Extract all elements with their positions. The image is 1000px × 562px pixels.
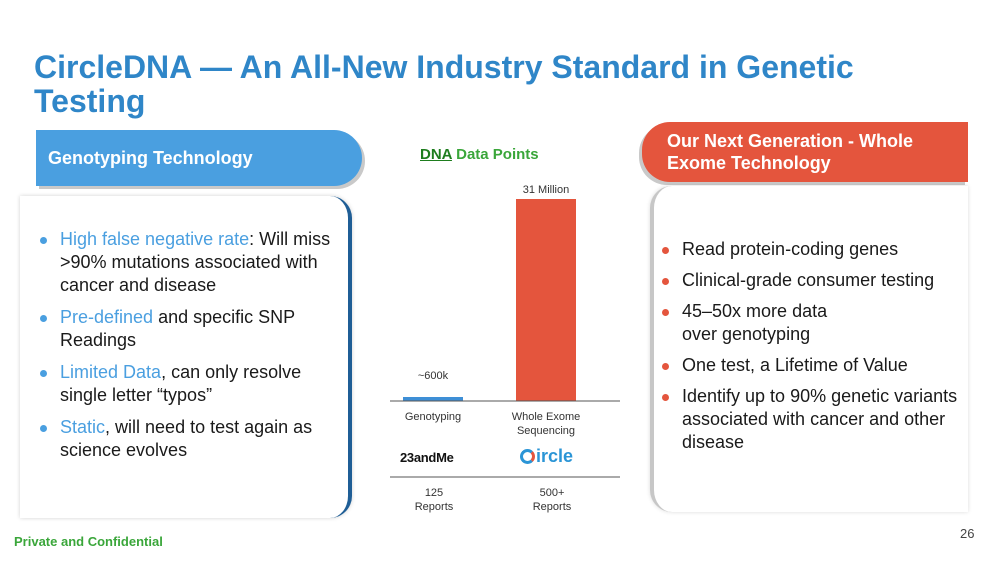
category-label-genotyping: Genotyping bbox=[405, 411, 461, 423]
bullet-text: Identify up to 90% genetic variants asso… bbox=[682, 386, 958, 452]
page-number: 26 bbox=[960, 526, 975, 541]
bullet-dot-icon bbox=[662, 394, 669, 401]
whole-exome-bullet: One test, a Lifetime of Value bbox=[660, 354, 966, 377]
chart-title-underlined: DNA bbox=[420, 146, 452, 163]
genotyping-panel: High false negative rate: Will miss >90%… bbox=[20, 196, 352, 518]
chart-bars: ~600k 31 Million bbox=[403, 184, 576, 401]
bullet-dot-icon bbox=[662, 363, 669, 370]
whole-exome-bullet: 45–50x more data over genotyping bbox=[660, 300, 850, 346]
whole-exome-bullet: Identify up to 90% genetic variants asso… bbox=[660, 385, 966, 454]
23andme-logo: 23andMe bbox=[400, 450, 454, 465]
whole-exome-reports-count: 500+ bbox=[539, 487, 565, 499]
bullet-highlight: Static bbox=[60, 417, 106, 437]
bullet-dot-icon bbox=[662, 309, 669, 316]
genotyping-bullet: High false negative rate: Will miss >90%… bbox=[38, 228, 338, 297]
bullet-text: One test, a Lifetime of Value bbox=[682, 355, 908, 375]
bullet-text: 45–50x more data over genotyping bbox=[682, 301, 828, 344]
whole-exome-banner-line2: Exome Technology bbox=[667, 153, 831, 173]
dna-data-points-chart: ~600k 31 Million Genotyping Whole Exome Se… bbox=[390, 184, 620, 478]
circle-logo-text: ircle bbox=[536, 446, 574, 466]
bullet-dot-icon bbox=[40, 315, 47, 322]
whole-exome-panel: Read protein-coding genes Clinical-grade… bbox=[650, 186, 968, 512]
genotyping-bullet: Limited Data, can only resolve single le… bbox=[38, 361, 338, 407]
whole-exome-bullet: Clinical-grade consumer testing bbox=[660, 269, 966, 292]
bullet-highlight: High false negative rate bbox=[60, 229, 250, 249]
bullet-highlight: Limited Data bbox=[60, 362, 162, 382]
circle-logo: ircle bbox=[520, 446, 573, 467]
bullet-dot-icon bbox=[662, 278, 669, 285]
genotyping-bullet: Static, will need to test again as scien… bbox=[38, 416, 338, 462]
circle-ring-icon bbox=[520, 449, 535, 464]
genotyping-bullet-list: High false negative rate: Will miss >90%… bbox=[38, 228, 338, 471]
genotyping-banner: Genotyping Technology bbox=[36, 130, 362, 186]
genotyping-banner-label: Genotyping Technology bbox=[48, 147, 253, 168]
data-label-whole-exome: 31 Million bbox=[523, 184, 569, 196]
whole-exome-bullet: Read protein-coding genes bbox=[660, 238, 966, 261]
bullet-highlight: Pre-defined bbox=[60, 307, 154, 327]
bullet-text: , will need to test again as science evo… bbox=[60, 417, 313, 460]
whole-exome-bullet-list: Read protein-coding genes Clinical-grade… bbox=[660, 238, 966, 462]
whole-exome-banner: Our Next Generation - Whole Exome Techno… bbox=[642, 122, 968, 182]
bullet-text: and specific SNP Readings bbox=[60, 307, 295, 350]
bullet-text: Clinical-grade consumer testing bbox=[682, 270, 935, 290]
chart-title: DNA Data Points bbox=[420, 146, 539, 163]
confidential-footer: Private and Confidential bbox=[14, 534, 163, 549]
bullet-text: , can only resolve single letter “typos” bbox=[60, 362, 302, 405]
genotyping-reports: 125 Reports bbox=[394, 486, 474, 514]
bullet-text: Read protein-coding genes bbox=[682, 239, 899, 259]
whole-exome-reports: 500+ Reports bbox=[512, 486, 592, 514]
slide-title: CircleDNA — An All-New Industry Standard… bbox=[34, 49, 854, 119]
bar-genotyping bbox=[403, 397, 463, 401]
whole-exome-banner-line1: Our Next Generation - Whole bbox=[667, 131, 914, 151]
bar-whole-exome bbox=[516, 199, 576, 401]
bullet-text: : Will miss >90% mutations associated wi… bbox=[60, 229, 331, 295]
bullet-dot-icon bbox=[662, 247, 669, 254]
genotyping-reports-label: Reports bbox=[414, 501, 454, 513]
chart-title-rest: Data Points bbox=[451, 146, 539, 163]
genotyping-bullet: Pre-defined and specific SNP Readings bbox=[38, 306, 338, 352]
bullet-dot-icon bbox=[40, 425, 47, 432]
whole-exome-reports-label: Reports bbox=[532, 501, 572, 513]
data-label-genotyping: ~600k bbox=[418, 370, 449, 382]
bullet-dot-icon bbox=[40, 370, 47, 377]
genotyping-reports-count: 125 bbox=[424, 487, 444, 499]
bullet-dot-icon bbox=[40, 237, 47, 244]
category-label-whole-exome: Whole Exome Sequencing bbox=[512, 411, 580, 437]
